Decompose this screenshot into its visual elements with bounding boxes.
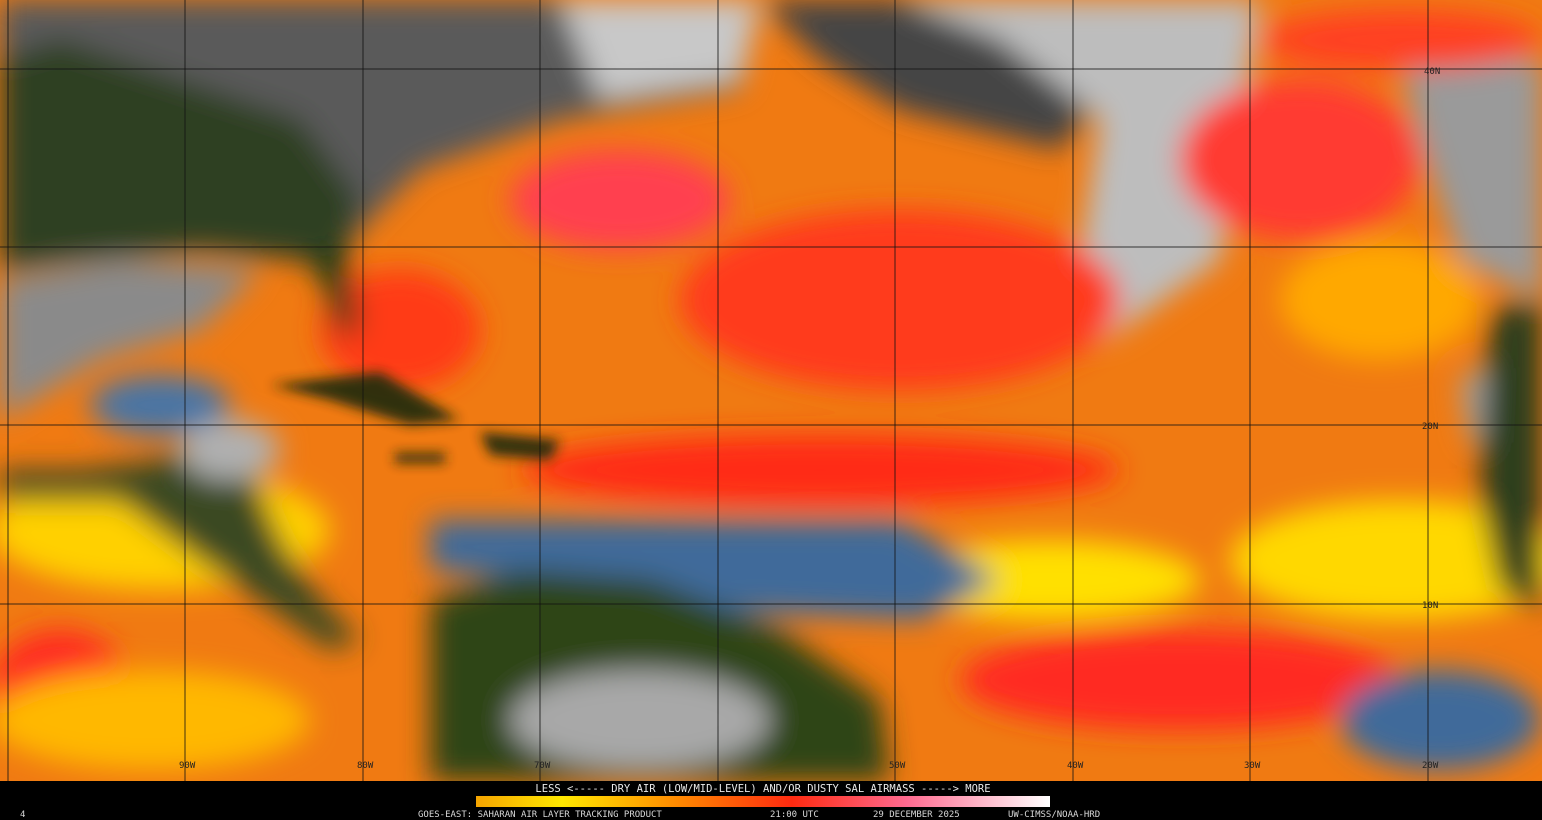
date: 29 DECEMBER 2025: [873, 810, 960, 820]
legend-caption: LESS <----- DRY AIR (LOW/MID-LEVEL) AND/…: [535, 783, 990, 795]
longitude-label: 50W: [889, 761, 906, 771]
graticule: [0, 0, 1542, 781]
latitude-label: 40N: [1424, 67, 1440, 77]
longitude-label: 80W: [357, 761, 374, 771]
color-scale: [476, 796, 1050, 807]
product-name: GOES-EAST: SAHARAN AIR LAYER TRACKING PR…: [418, 810, 662, 820]
latitude-label: 10N: [1422, 601, 1438, 611]
imagery: 40N 20N 10N 90W 80W 70W 50W 40W 30W 20W: [0, 0, 1542, 781]
frame-number: 4: [20, 810, 25, 820]
longitude-label: 30W: [1244, 761, 1261, 771]
longitude-label: 90W: [179, 761, 196, 771]
time: 21:00 UTC: [770, 810, 819, 820]
latitude-label: 20N: [1422, 422, 1438, 432]
credit: UW-CIMSS/NOAA-HRD: [1008, 810, 1100, 820]
longitude-label: 40W: [1067, 761, 1084, 771]
longitude-label: 70W: [534, 761, 551, 771]
longitude-label: 20W: [1422, 761, 1439, 771]
